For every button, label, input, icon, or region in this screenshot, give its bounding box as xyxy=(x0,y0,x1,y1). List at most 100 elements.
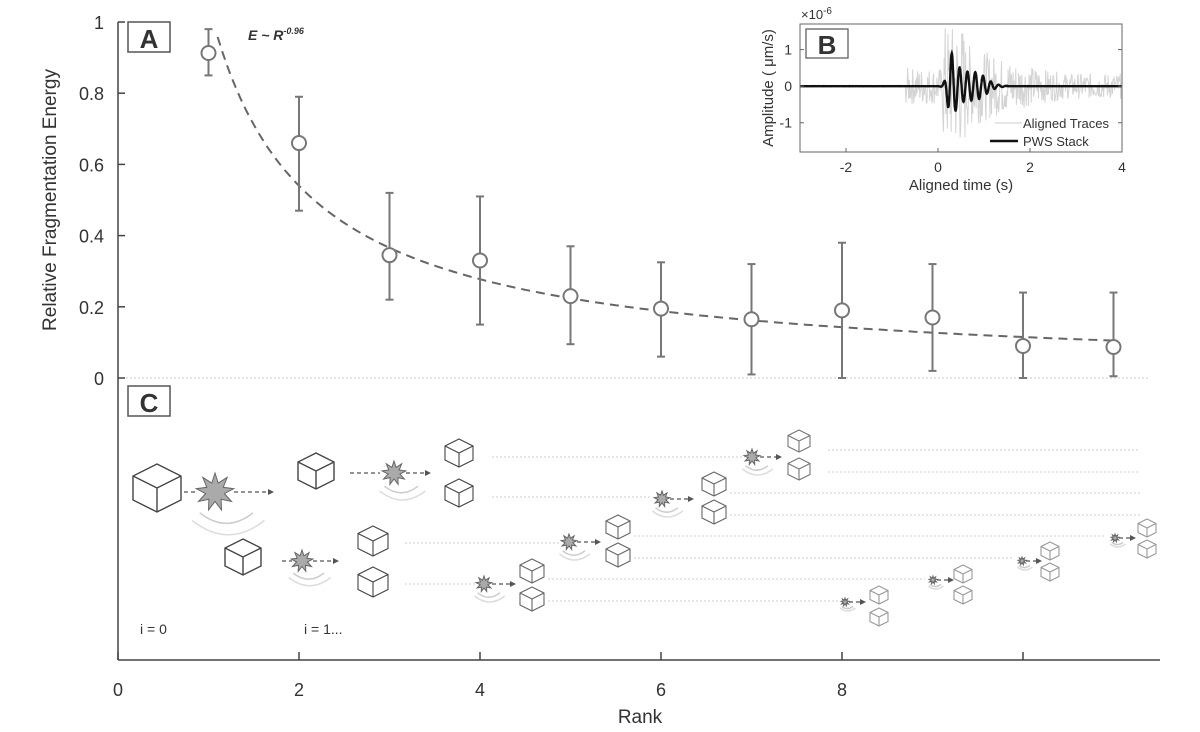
cube-icon xyxy=(1137,518,1157,538)
arrow-head-icon xyxy=(948,577,954,583)
cube-edges xyxy=(1137,523,1157,537)
explosion-icon xyxy=(289,548,315,573)
cube-icon xyxy=(224,538,262,576)
cube-edges xyxy=(787,463,811,480)
wave-arc-icon xyxy=(927,585,944,590)
wave-arc-icon xyxy=(651,510,684,518)
wave-arc-icon xyxy=(841,605,854,610)
data-point xyxy=(743,311,760,328)
wave-arc-icon xyxy=(741,468,774,476)
x-tick-label: 2 xyxy=(294,680,304,700)
x-tick-label: 6 xyxy=(656,680,666,700)
wave-arc-icon xyxy=(655,507,679,513)
x-axis-label: Rank xyxy=(618,707,663,727)
cube-edges xyxy=(519,564,545,583)
cube-edges xyxy=(787,435,811,452)
wave-arc-icon xyxy=(1111,541,1124,546)
arrow-head-icon xyxy=(688,496,694,502)
wave-arc-icon xyxy=(473,595,506,603)
cube-icon xyxy=(1137,539,1157,559)
panel-label-c: C xyxy=(140,388,159,418)
explosion-icon xyxy=(1109,532,1121,544)
explosion-icon xyxy=(474,574,494,594)
panel-label-b-box xyxy=(805,28,849,59)
wave-arc-icon xyxy=(379,490,426,501)
arrow-head-icon xyxy=(268,489,274,495)
cube-edges xyxy=(357,533,389,556)
wave-arc-icon xyxy=(288,576,332,587)
cube-icon xyxy=(869,607,889,627)
y-tick-label: 0.6 xyxy=(79,155,104,175)
data-point xyxy=(381,247,398,264)
cube-icon xyxy=(444,438,474,468)
inset-y-tick-label: -1 xyxy=(780,115,793,131)
cube-edges xyxy=(953,569,973,583)
cube-icon xyxy=(519,586,545,612)
explosion-icon xyxy=(1016,555,1028,567)
wave-arc-icon xyxy=(292,572,325,580)
cube-icon xyxy=(357,525,389,557)
cube-edges xyxy=(1040,546,1060,560)
wave-arc-icon xyxy=(562,550,586,556)
inset-exponent-base: ×10 xyxy=(801,7,823,22)
data-point xyxy=(834,302,850,319)
wave-arc-icon xyxy=(558,553,591,561)
wave-arc-icon xyxy=(1016,566,1033,571)
cube-icon xyxy=(953,585,973,605)
cube-icon xyxy=(132,463,182,513)
arrow-head-icon xyxy=(510,581,516,587)
fragmentation-diagram xyxy=(132,429,1157,627)
inset-y-tick-label: 1 xyxy=(784,42,792,58)
data-point xyxy=(924,309,941,326)
explosion-icon xyxy=(559,532,579,552)
cube-icon xyxy=(701,499,727,525)
inset-exponent-label: ×10-6 xyxy=(801,6,832,22)
arrow-head-icon xyxy=(1130,535,1136,541)
explosion-icon xyxy=(194,471,236,512)
fit-equation-exponent: -0.96 xyxy=(283,26,305,36)
data-point xyxy=(562,288,579,305)
fit-equation-base: E ~ R xyxy=(248,27,284,43)
diagram-label-i1: i = 1... xyxy=(304,621,343,637)
explosion-icon xyxy=(380,459,408,486)
inset-exponent-power: -6 xyxy=(823,6,832,17)
fit-curve-group xyxy=(216,36,1114,342)
cube-edges xyxy=(701,505,727,524)
y-tick-label: 0 xyxy=(94,369,104,389)
cube-edges xyxy=(605,520,631,539)
inset-x-tick-label: -2 xyxy=(840,159,853,175)
explosion-icon xyxy=(839,596,851,608)
fit-equation: E ~ R-0.96 xyxy=(248,26,305,43)
legend-label-aligned-traces: Aligned Traces xyxy=(1023,116,1109,131)
arrow-head-icon xyxy=(333,558,339,564)
cube-icon xyxy=(953,564,973,584)
panel-label-b: B xyxy=(818,30,837,60)
explosion-icon xyxy=(742,447,762,467)
y-tick-label: 0.4 xyxy=(79,227,104,247)
cube-edges xyxy=(297,461,335,489)
data-point xyxy=(200,44,217,61)
cube-edges xyxy=(444,485,474,507)
panel-label-a: A xyxy=(140,24,159,54)
cube-icon xyxy=(297,452,335,490)
wave-arc-icon xyxy=(383,485,419,494)
cube-edges xyxy=(132,475,182,512)
cube-icon xyxy=(519,558,545,584)
cube-icon xyxy=(787,429,811,453)
cube-edges xyxy=(1040,567,1060,581)
cube-icon xyxy=(1040,541,1060,561)
cube-edges xyxy=(869,590,889,604)
x-tick-label: 0 xyxy=(113,680,123,700)
inset-x-tick-label: 0 xyxy=(934,159,942,175)
cube-icon xyxy=(869,585,889,605)
cube-edges xyxy=(1137,544,1157,558)
data-point xyxy=(1015,337,1031,354)
wave-arc-icon xyxy=(745,465,769,471)
wave-arc-icon xyxy=(1018,564,1031,569)
cube-icon xyxy=(605,542,631,568)
cube-icon xyxy=(1040,562,1060,582)
cube-edges xyxy=(953,590,973,604)
data-point xyxy=(653,300,669,317)
arrow-head-icon xyxy=(776,454,782,460)
diagram-label-i0: i = 0 xyxy=(140,621,167,637)
